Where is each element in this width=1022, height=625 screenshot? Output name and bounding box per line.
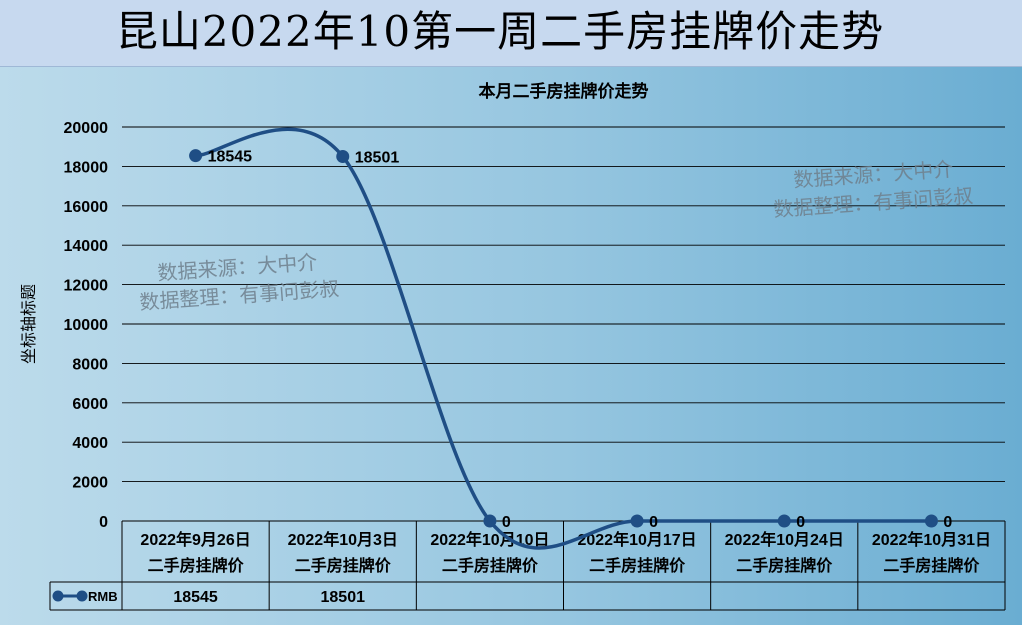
banner-title: 昆山2022年10第一周二手房挂牌价走势: [115, 7, 885, 56]
banner: 昆山2022年10第一周二手房挂牌价走势: [0, 0, 1022, 67]
series-line: [195, 127, 932, 550]
chart-panel: 本月二手房挂牌价走势 坐标轴标题 0 2000 4000 6000 8000 10000 1…: [0, 67, 1022, 625]
y-tick-label: 6000: [72, 396, 108, 413]
y-tick-label: 18000: [64, 159, 109, 176]
data-label: 18501: [355, 150, 400, 167]
data-markers: [189, 149, 938, 528]
x-tick-label: 2022年10月31日: [872, 530, 991, 549]
x-tick-label: 二手房挂牌价: [295, 556, 392, 575]
series-rmb: [195, 127, 932, 550]
x-tick-label: 二手房挂牌价: [589, 556, 686, 575]
legend-marker: [52, 590, 64, 602]
legend-label: RMB: [88, 589, 118, 604]
data-label: 0: [502, 514, 511, 531]
y-tick-label: 14000: [64, 238, 109, 255]
data-point: [630, 514, 644, 528]
data-label: 0: [649, 514, 658, 531]
y-tick-label: 10000: [64, 317, 109, 334]
y-axis: 0 2000 4000 6000 8000 10000 12000 14000 16000 180…: [64, 120, 109, 531]
data-point: [189, 149, 203, 163]
data-point: [924, 514, 938, 528]
y-tick-label: 4000: [72, 435, 108, 452]
chart: 本月二手房挂牌价走势 坐标轴标题 0 2000 4000 6000 8000 10000 1…: [20, 81, 1006, 611]
y-tick-label: 20000: [64, 120, 109, 137]
y-tick-label: 16000: [64, 199, 109, 216]
data-point: [483, 514, 497, 528]
x-tick-label: 二手房挂牌价: [883, 556, 980, 575]
x-tick-label: 2022年9月26日: [140, 530, 250, 549]
data-table: 2022年9月26日二手房挂牌价2022年10月3日二手房挂牌价2022年10月…: [49, 520, 1006, 611]
x-tick-label: 2022年10月17日: [577, 530, 696, 549]
data-label: 0: [943, 514, 952, 531]
y-tick-label: 12000: [64, 278, 109, 295]
data-label: 0: [796, 514, 805, 531]
data-labels: 18545 18501 0 0 0 0: [208, 149, 953, 531]
data-label: 18545: [208, 149, 253, 166]
y-tick-label: 2000: [72, 475, 108, 492]
data-point: [336, 150, 350, 164]
x-tick-label: 二手房挂牌价: [148, 556, 245, 575]
y-axis-title: 坐标轴标题: [20, 284, 38, 364]
table-value: 18501: [321, 589, 366, 606]
x-tick-label: 2022年10月3日: [288, 530, 398, 549]
chart-title: 本月二手房挂牌价走势: [479, 81, 649, 101]
legend-marker: [76, 590, 88, 602]
data-point: [777, 514, 791, 528]
table-value: 18545: [173, 589, 218, 606]
gridlines: [122, 126, 1005, 522]
x-tick-label: 二手房挂牌价: [442, 556, 539, 575]
y-tick-label: 0: [99, 514, 108, 531]
x-tick-label: 二手房挂牌价: [736, 556, 833, 575]
y-tick-label: 8000: [72, 356, 108, 373]
x-tick-label: 2022年10月24日: [725, 530, 844, 549]
